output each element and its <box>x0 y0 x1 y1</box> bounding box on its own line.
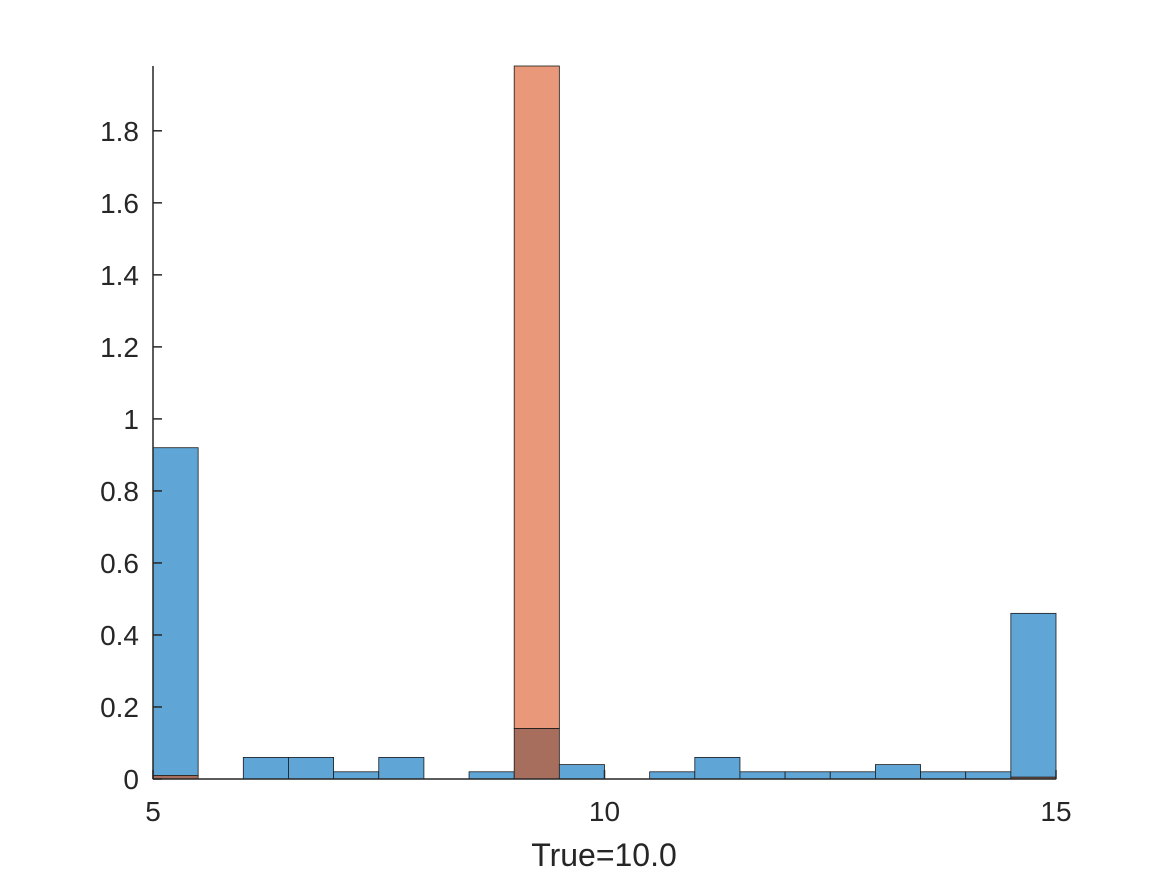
y-tick-label: 1 <box>123 404 139 435</box>
y-tick-label: 1.6 <box>100 188 139 219</box>
blue-bar <box>739 771 786 780</box>
blue-bar <box>829 771 876 780</box>
y-tick-label: 0.4 <box>100 620 139 651</box>
blue-bar <box>694 756 741 780</box>
x-tick-label: 10 <box>589 796 620 827</box>
overlap-bar <box>513 728 560 780</box>
y-tick-label: 0.6 <box>100 548 139 579</box>
blue-bar <box>1010 612 1057 778</box>
y-tick-label: 0.2 <box>100 692 139 723</box>
blue-bar <box>784 771 831 780</box>
blue-bar <box>875 764 921 780</box>
y-tick-label: 0 <box>123 764 139 795</box>
ticks-layer: 0 0.2 0.4 0.6 0.8 1 1.2 1.4 1.6 1.8 5 10 15 <box>100 116 1072 827</box>
blue-bar <box>965 771 1012 780</box>
blue-bar <box>649 771 696 780</box>
blue-bar <box>152 447 199 776</box>
x-axis-title: True=10.0 <box>531 837 677 873</box>
blue-bar <box>288 756 335 780</box>
blue-bar <box>378 756 425 780</box>
blue-bar <box>242 756 289 780</box>
x-tick-label: 15 <box>1040 796 1071 827</box>
y-tick-label: 1.2 <box>100 332 139 363</box>
blue-bar <box>920 771 967 780</box>
bars-layer <box>152 65 1057 780</box>
axes-layer <box>152 66 1056 780</box>
blue-bar <box>333 771 380 780</box>
y-tick-label: 1.4 <box>100 260 139 291</box>
y-tick-label: 1.8 <box>100 116 139 147</box>
x-tick-label: 5 <box>145 796 161 827</box>
y-tick-label: 0.8 <box>100 476 139 507</box>
blue-bar <box>558 764 605 780</box>
orange-bar <box>513 65 560 729</box>
blue-bar <box>468 771 515 780</box>
